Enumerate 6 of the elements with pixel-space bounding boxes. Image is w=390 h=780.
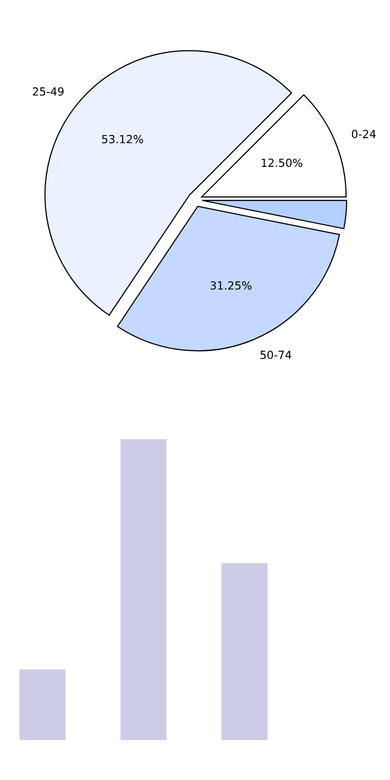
- data-label: 53.12%: [102, 134, 143, 144]
- slice-label: 50-74: [260, 350, 292, 360]
- slice-label: 25-49: [32, 87, 64, 96]
- slice-label: 0-24: [352, 130, 376, 138]
- data-label: 31.25%: [210, 281, 252, 290]
- data-label: 12.50%: [262, 158, 302, 167]
